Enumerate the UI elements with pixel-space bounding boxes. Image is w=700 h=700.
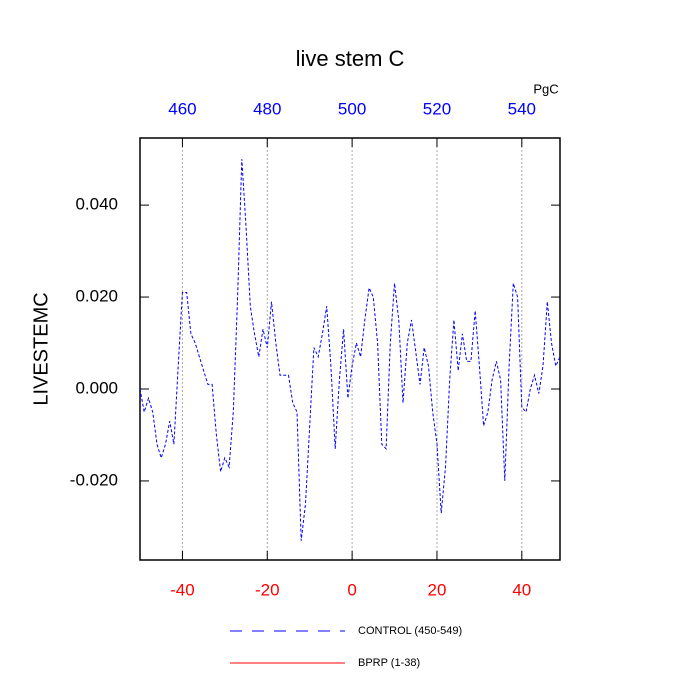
x2-axis-label: PgC [533,81,558,96]
x2-tick-label: 500 [338,99,366,118]
x-tick-label: -40 [170,580,195,599]
x-tick-label: 20 [428,580,447,599]
chart-title: live stem C [296,46,405,71]
x2-tick-label: 520 [423,99,451,118]
x2-tick-label: 460 [168,99,196,118]
y-axis-label: LIVESTEMC [30,292,52,405]
legend-label: BPRP (1-38) [358,657,420,669]
y-tick-label: -0.020 [70,470,118,489]
data-line [139,159,561,541]
y-tick-label: 0.000 [75,378,118,397]
y-tick-label: 0.040 [75,195,118,214]
legend-label: CONTROL (450-549) [358,625,462,637]
plot-frame [139,137,561,561]
x2-tick-label: 480 [253,99,281,118]
x-tick-label: 0 [347,580,356,599]
y-tick-label: 0.020 [75,287,118,306]
x-tick-label: 40 [512,580,531,599]
x-tick-label: -20 [255,580,280,599]
x2-tick-label: 540 [508,99,536,118]
